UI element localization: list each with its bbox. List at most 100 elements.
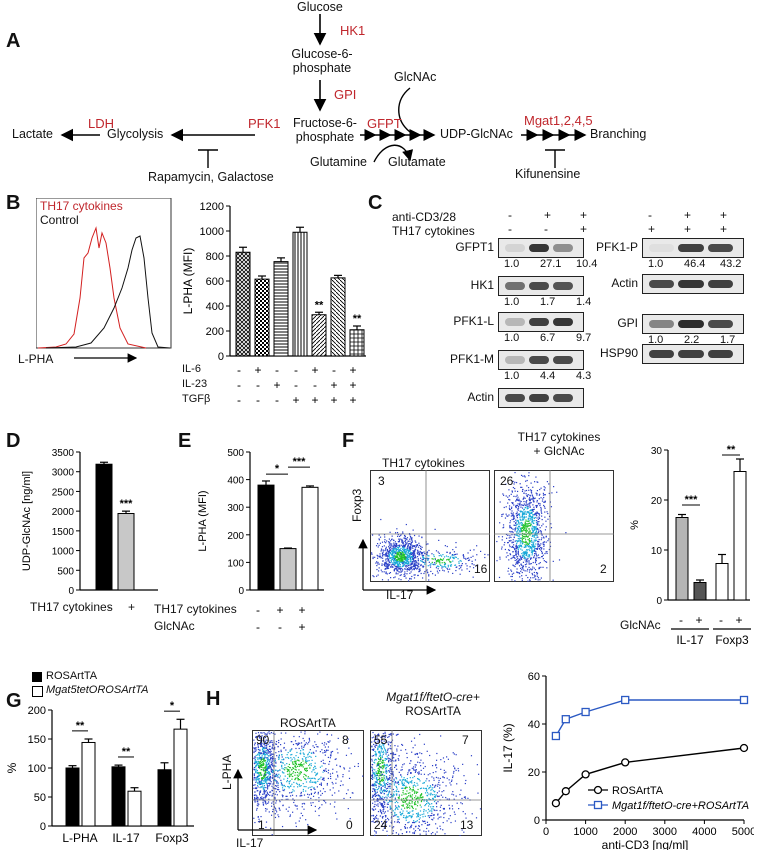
panel-h-flow-plot-2	[370, 730, 482, 836]
h-point-1-3	[621, 695, 630, 705]
panel-g-bar-chart: 0 50 100 150 200% ** L-PHA ** IL-17 * Foxp3	[5, 700, 194, 845]
h2-ur: 7	[462, 733, 469, 747]
glycolysis-label: Glycolysis	[107, 127, 164, 141]
panel-f-flow-plot-1	[370, 470, 490, 582]
c-left-spot-4-1	[529, 394, 549, 402]
c-left-spot-2-2	[553, 318, 573, 326]
c-left-spot-0-0	[505, 244, 525, 252]
b-sign-0-2: -	[275, 363, 279, 377]
panel-b-bar-chart: 0 200 400 600 800 1000 1200 L-PHA (MFI) ** **	[181, 201, 366, 363]
c-left-spot-0-1	[529, 244, 549, 252]
e-ytick-label-2: 200	[227, 531, 244, 542]
f-axis-arrows	[358, 538, 437, 595]
g-bar-1-0	[111, 766, 126, 827]
th17-header: TH17 cytokines	[392, 224, 475, 238]
b-ylabel: L-PHA (MFI)	[181, 248, 195, 315]
b-bar-0	[235, 251, 251, 357]
c-left-spot-1-1	[529, 282, 549, 290]
g-bar-2-0	[157, 769, 172, 827]
h-xtick-label-2: 2000	[613, 826, 637, 838]
g-legend-1: ROSArtTA	[46, 670, 98, 682]
f-sig-1: ***	[685, 494, 699, 506]
legend-th17: TH17 cytokines	[40, 199, 123, 213]
d-ytick-label-5: 2500	[52, 487, 75, 498]
b-sign-1-1: -	[256, 378, 260, 392]
h-xtick-label-4: 4000	[692, 826, 716, 838]
h-point-0-2	[581, 770, 590, 779]
panel-label-c: C	[368, 192, 383, 214]
h-axis-arrows	[233, 768, 318, 835]
b-sign-1-4: -	[313, 378, 317, 392]
c-right-spot-2-0	[649, 320, 675, 328]
h-ytick-label-0: 0	[534, 815, 540, 827]
f-sign-2: -	[719, 613, 723, 627]
c-left-spot-1-2	[553, 282, 573, 290]
c-left-spot-4-2	[553, 394, 573, 402]
pfk1-enzyme: PFK1	[248, 116, 281, 131]
udp-glcnac-label: UDP-GlcNAc	[440, 127, 513, 141]
f-ytick-label-0: 0	[656, 596, 662, 607]
e-bar-1	[279, 548, 297, 591]
c-left-spot-2-0	[505, 318, 525, 326]
d-ytick-label-0: 0	[68, 586, 74, 597]
h-legend-text-0: ROSArtTA	[612, 785, 664, 797]
h-ytick-label-1: 20	[528, 767, 540, 779]
c-right-th17-sign-2: +	[720, 222, 728, 236]
c-left-value-2-2: 9.7	[576, 332, 592, 344]
c-left-value-3-1: 4.4	[540, 370, 556, 382]
c-left-value-1-2: 1.4	[576, 296, 592, 308]
gpi-enzyme: GPI	[334, 87, 357, 102]
panel-label-a: A	[6, 30, 21, 52]
e-sign2-0: -	[256, 620, 260, 634]
b-sign-1-0: -	[237, 378, 241, 392]
histogram-xlabel: L-PHA	[18, 352, 54, 366]
c-right-label-1: Actin	[611, 276, 638, 290]
f-sign-1: +	[695, 613, 702, 627]
d-ytick-label-1: 500	[57, 566, 74, 577]
b-ytick-label-6: 1200	[200, 201, 224, 213]
c-left-value-0-0: 1.0	[504, 258, 520, 270]
h1-ul: 90	[256, 733, 270, 747]
row-il23: IL-23	[182, 378, 208, 390]
d-ytick-label-3: 1500	[52, 527, 75, 538]
h1-frame	[252, 730, 364, 836]
g-ytick-label-0: 0	[40, 821, 46, 833]
b-sign-0-4: +	[311, 363, 318, 377]
g-ytick-label-3: 150	[28, 734, 46, 746]
g-sig-2: *	[170, 700, 175, 712]
f-bar-0	[675, 517, 689, 601]
c-left-band-3	[498, 350, 584, 370]
f-group-1: IL-17	[676, 633, 704, 647]
c-left-label-3: PFK1-M	[449, 352, 494, 366]
h-point-0-3	[621, 758, 630, 767]
f-bar-signs: - + - +IL-17 Foxp3	[671, 613, 751, 647]
h-point-0-0	[551, 799, 561, 808]
b-sign-0-6: +	[349, 363, 356, 377]
c-right-spot-0-0	[649, 244, 675, 252]
e-ylabel: L-PHA (MFI)	[197, 490, 209, 551]
b-bar-6	[349, 329, 365, 357]
c-right-th17-sign-0: +	[648, 222, 656, 236]
c-right-spot-1-2	[707, 280, 733, 288]
c-left-th17-sign-2: +	[580, 222, 588, 236]
h-xtick-label-5: 5000	[732, 826, 754, 838]
h1-ll: 1	[258, 818, 265, 832]
d-bar-0	[95, 463, 113, 591]
h-legend-marker-1	[593, 800, 603, 810]
panel-h-line-chart: 0 20 40 60 IL-17 (%) 0 1000 2000 3000 4000 5000 ant…	[501, 671, 754, 850]
d-bar-1	[117, 513, 135, 591]
g-sig-1: **	[122, 746, 131, 758]
d-ytick-label-4: 2000	[52, 507, 75, 518]
h2-ll: 24	[374, 818, 388, 832]
g-sig-0: **	[76, 720, 85, 732]
e-sign1-0: -	[256, 603, 260, 617]
h-ylabel: IL-17 (%)	[501, 723, 515, 772]
c-right-value-0-2: 43.2	[720, 258, 742, 270]
f-bar-1	[693, 582, 707, 601]
c-left-value-3-0: 1.0	[504, 370, 520, 382]
c-left-value-2-0: 1.0	[504, 332, 520, 344]
h2-ul: 55	[374, 733, 388, 747]
h-xlabel: anti-CD3 [ng/ml]	[602, 838, 689, 850]
b-sign-1-6: +	[349, 378, 356, 392]
panel-d-sign-1: -	[108, 600, 112, 614]
